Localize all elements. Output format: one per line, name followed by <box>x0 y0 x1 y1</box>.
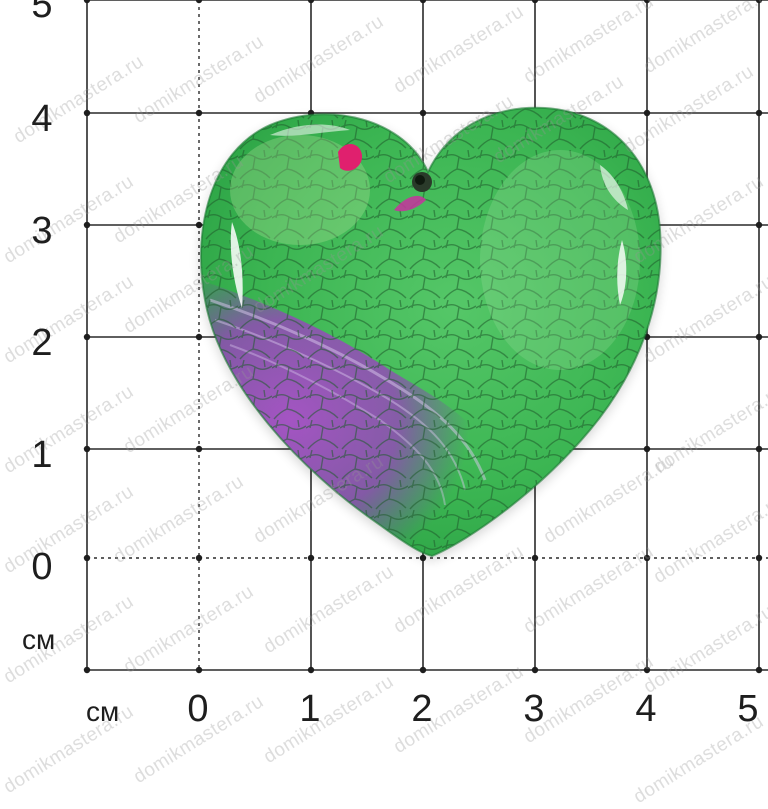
grid-node-dot <box>307 0 315 4</box>
grid-node-dot <box>419 109 427 117</box>
photo-canvas <box>83 0 768 674</box>
x-tick-label-1: 1 <box>299 688 321 730</box>
grid-node-dot <box>83 666 91 674</box>
y-tick-label-0: 0 <box>31 546 53 588</box>
grid-node-dot <box>755 221 763 229</box>
grid-node-dot <box>195 333 203 341</box>
grid-node-dot <box>643 0 651 4</box>
x-tick-label-3: 3 <box>523 688 545 730</box>
x-tick-label-0: 0 <box>187 688 209 730</box>
grid-node-dot <box>755 333 763 341</box>
grid-node-dot <box>83 109 91 117</box>
grid-node-dot <box>531 666 539 674</box>
grid-node-dot <box>643 109 651 117</box>
grid-node-dot <box>83 0 91 4</box>
grid-node-dot <box>755 0 763 4</box>
grid-node-dot <box>419 666 427 674</box>
grid-node-dot <box>419 0 427 4</box>
x-unit-label: см <box>86 696 120 727</box>
y-tick-label-2: 2 <box>31 322 53 364</box>
grid-node-dot <box>83 554 91 562</box>
grid-node-dot <box>83 333 91 341</box>
grid-node-dot <box>531 0 539 4</box>
y-unit-label: см <box>22 624 56 655</box>
x-tick-label-5: 5 <box>737 688 759 730</box>
grid-node-dot <box>195 554 203 562</box>
grid-node-dot <box>755 109 763 117</box>
y-tick-label-3: 3 <box>31 210 53 252</box>
x-tick-label-4: 4 <box>635 688 657 730</box>
y-tick-label-5: 5 <box>31 0 53 26</box>
grid-node-dot <box>195 221 203 229</box>
grid-node-dot <box>755 554 763 562</box>
grid-node-dot <box>531 554 539 562</box>
grid-node-dot <box>195 109 203 117</box>
y-tick-label-4: 4 <box>31 98 53 140</box>
grid-node-dot <box>307 666 315 674</box>
grid-node-dot <box>643 445 651 453</box>
y-tick-label-1: 1 <box>31 434 53 476</box>
grid-node-dot <box>195 666 203 674</box>
grid-node-dot <box>755 445 763 453</box>
grid-node-dot <box>643 554 651 562</box>
grid-node-dot <box>755 666 763 674</box>
grid-node-dot <box>83 221 91 229</box>
grid-node-dot <box>195 445 203 453</box>
grid-node-dot <box>83 445 91 453</box>
x-tick-label-2: 2 <box>411 688 433 730</box>
grid-node-dot <box>307 554 315 562</box>
grid-node-dot <box>643 666 651 674</box>
grid-node-dot <box>195 0 203 4</box>
